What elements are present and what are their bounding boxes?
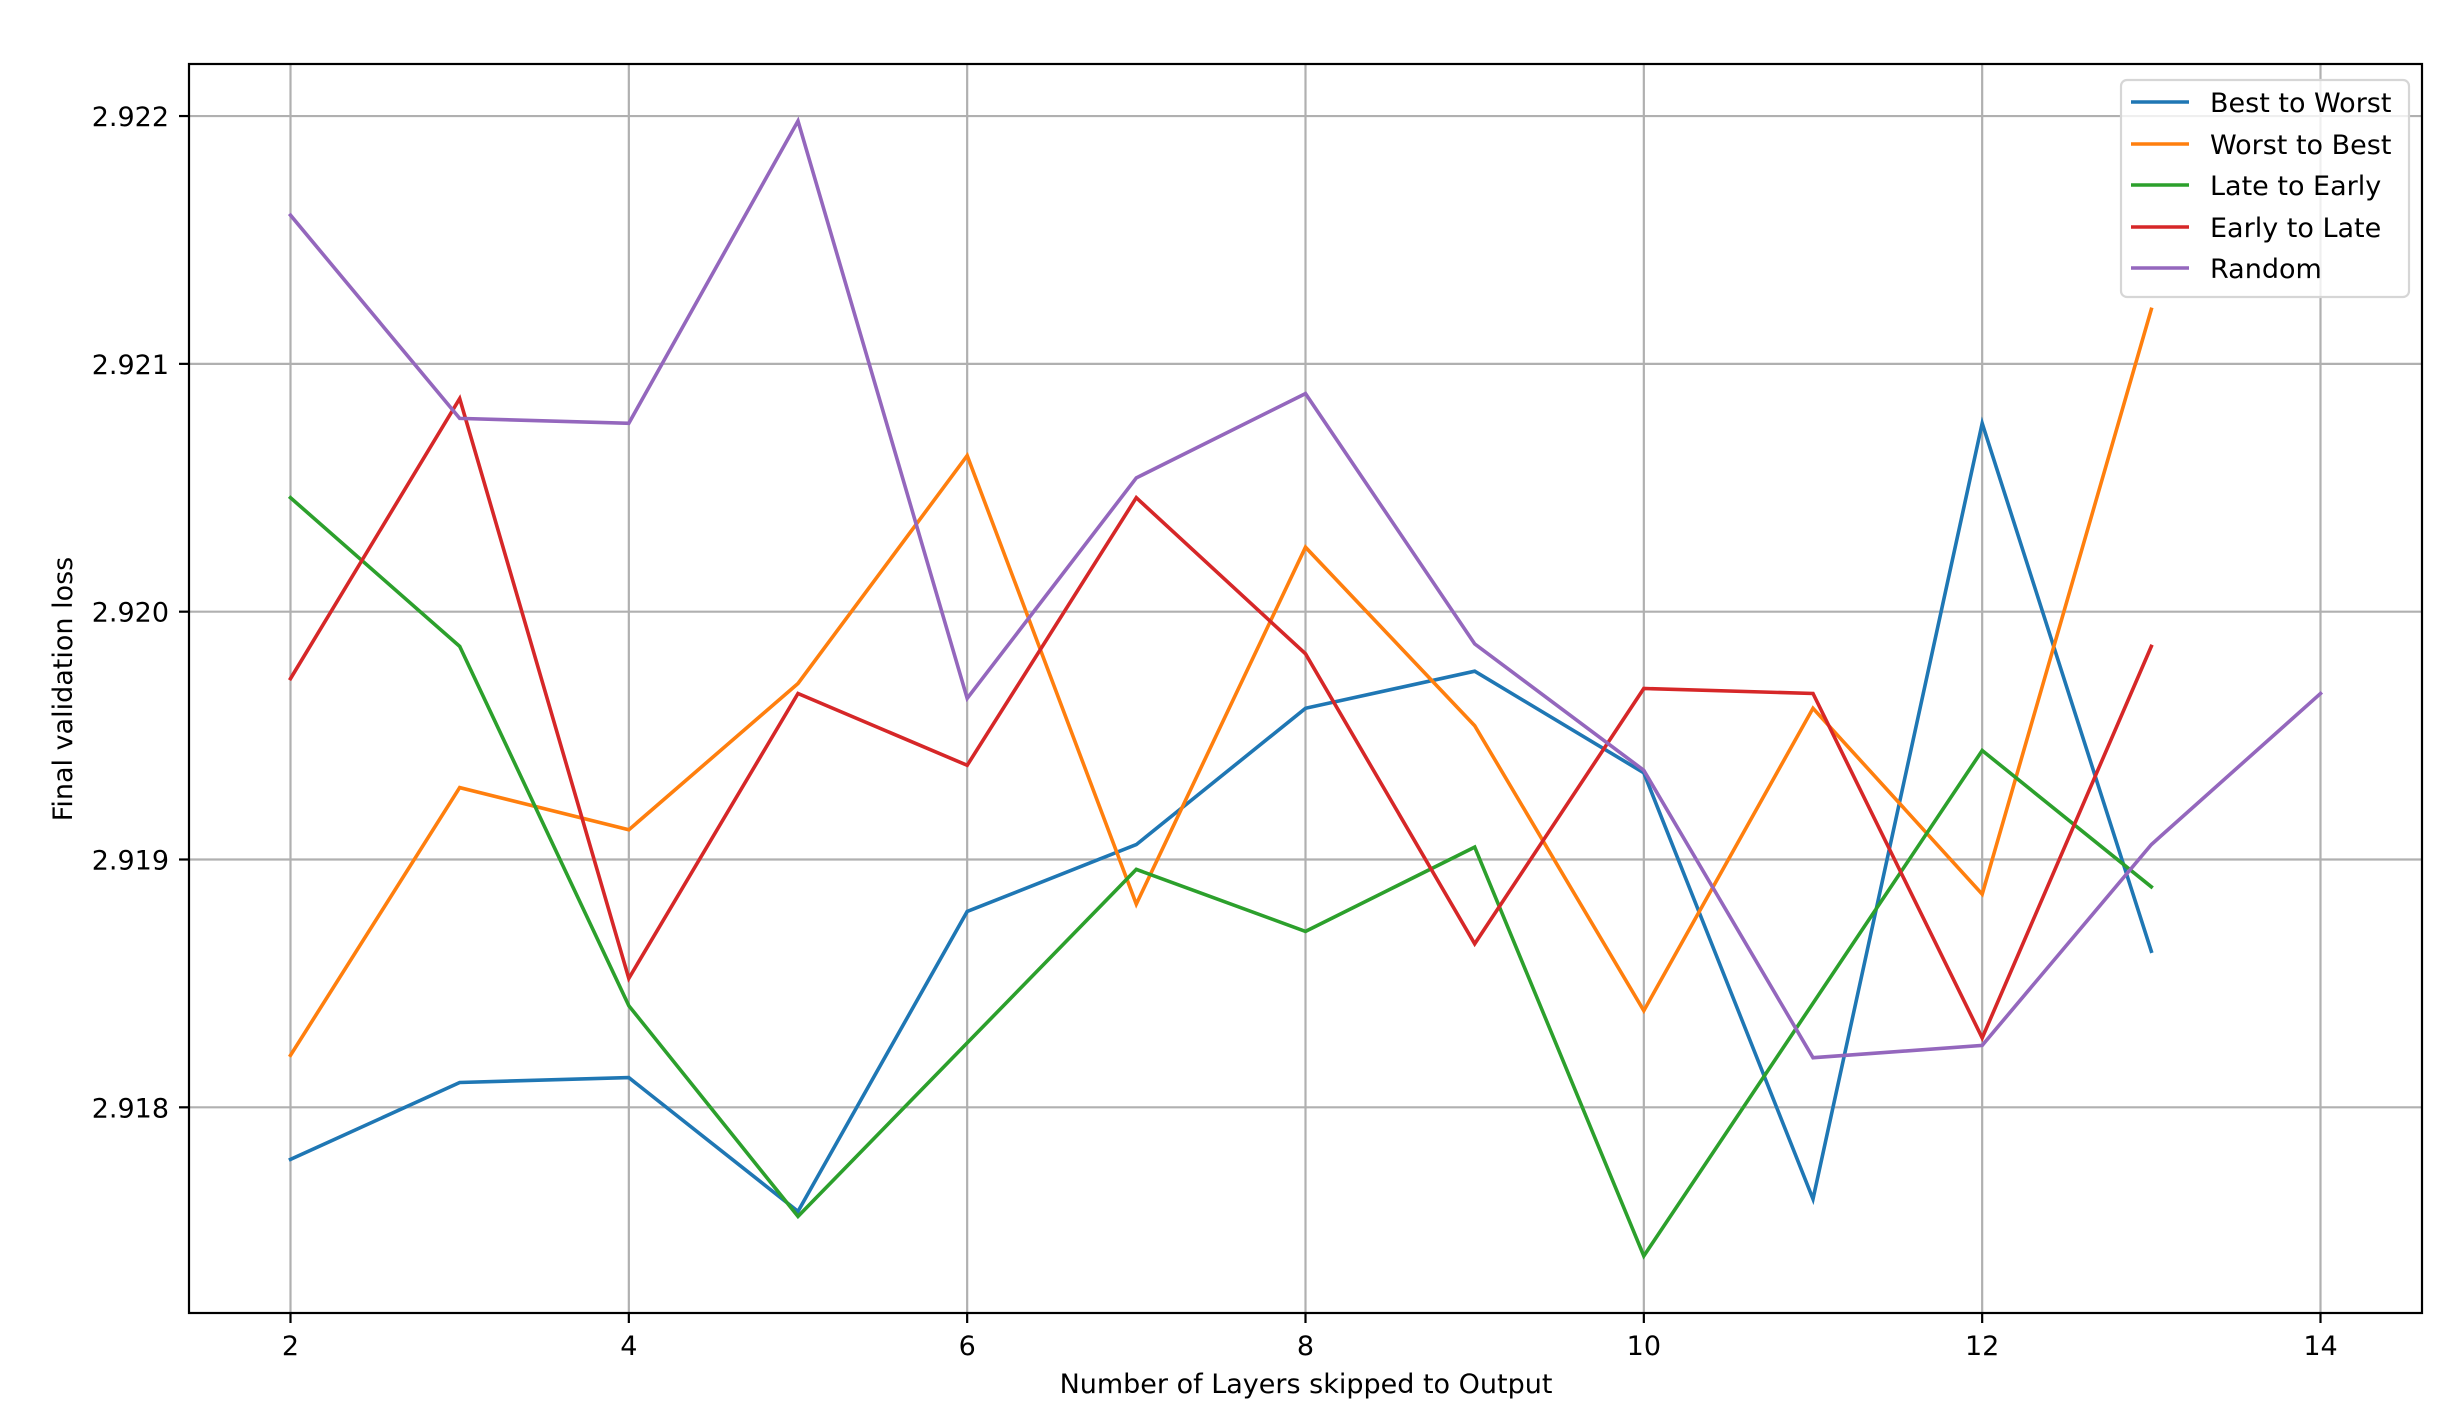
x-tick-label: 8 <box>1297 1331 1314 1362</box>
legend-item-late-to-early: Late to Early <box>2131 171 2381 202</box>
legend: Best to Worst Worst to Best Late to Earl… <box>2119 78 2411 299</box>
legend-label-random: Random <box>2210 254 2322 285</box>
x-tick-label: 2 <box>282 1331 299 1362</box>
x-tick-label: 14 <box>2303 1331 2337 1362</box>
x-axis-label: Number of Layers skipped to Output <box>1060 1369 1553 1400</box>
series-line-worst-to-best <box>288 307 2154 1058</box>
y-axis-ticks: 2.918 2.919 2.920 2.921 2.922 <box>92 102 189 1124</box>
y-tick-label: 2.921 <box>92 350 169 381</box>
x-tick-label: 12 <box>1965 1331 1999 1362</box>
series-line-random <box>287 116 2324 1060</box>
y-tick-label: 2.918 <box>92 1093 169 1124</box>
x-tick-label: 4 <box>620 1331 637 1362</box>
x-axis-ticks: 2 4 6 8 10 12 14 <box>282 1313 2338 1362</box>
legend-label-best-to-worst: Best to Worst <box>2210 88 2391 119</box>
y-tick-label: 2.919 <box>92 845 169 876</box>
plot-series <box>287 116 2324 1260</box>
legend-item-random: Random <box>2131 254 2322 285</box>
x-tick-label: 6 <box>959 1331 976 1362</box>
y-axis-label: Final validation loss <box>48 557 79 821</box>
legend-item-early-to-late: Early to Late <box>2131 213 2381 244</box>
legend-label-late-to-early: Late to Early <box>2210 171 2381 202</box>
legend-label-worst-to-best: Worst to Best <box>2210 130 2391 161</box>
series-line-late-to-early <box>287 495 2154 1260</box>
series-line-best-to-worst <box>288 416 2154 1215</box>
legend-label-early-to-late: Early to Late <box>2210 213 2381 244</box>
series-line-early-to-late <box>288 394 2154 1043</box>
legend-item-best-to-worst: Best to Worst <box>2131 88 2391 119</box>
legend-box <box>2119 78 2411 299</box>
x-tick-label: 10 <box>1627 1331 1661 1362</box>
legend-item-worst-to-best: Worst to Best <box>2131 130 2391 161</box>
y-tick-label: 2.920 <box>92 598 169 629</box>
y-tick-label: 2.922 <box>92 102 169 133</box>
